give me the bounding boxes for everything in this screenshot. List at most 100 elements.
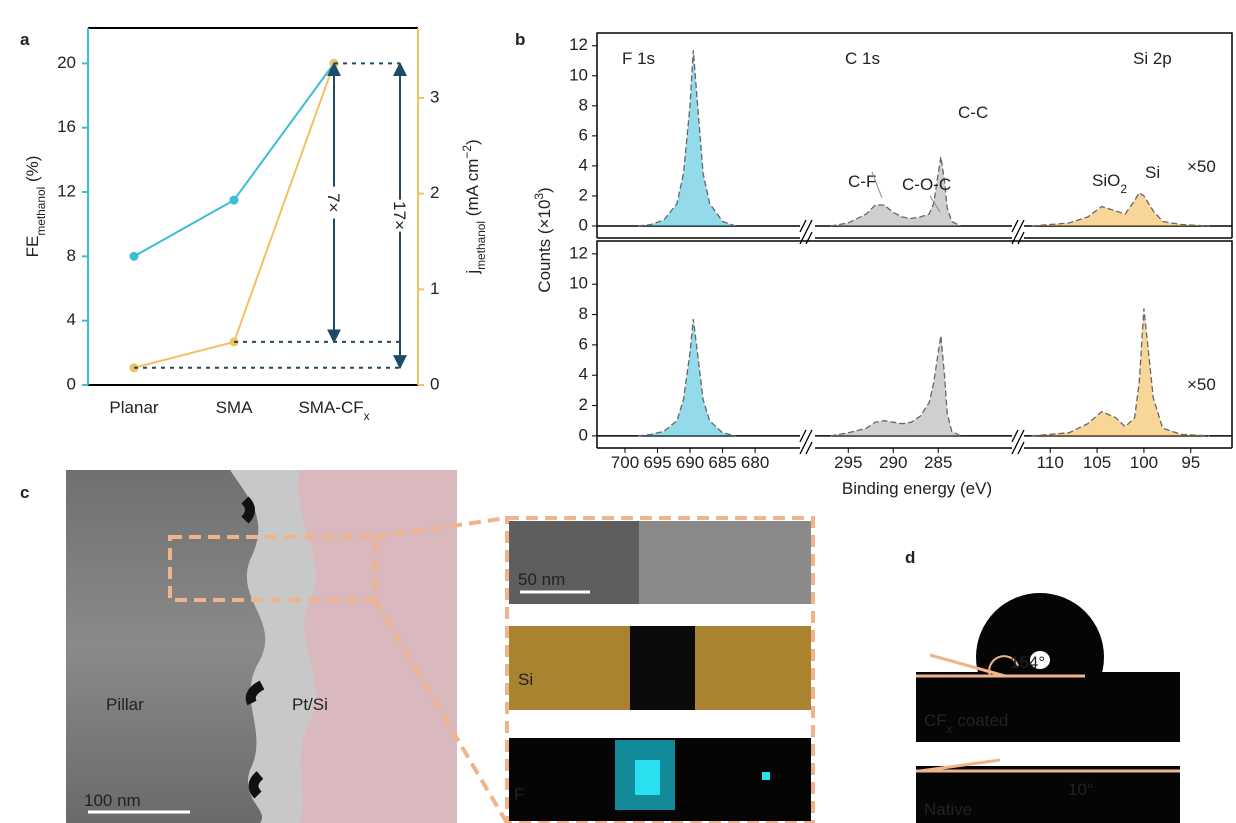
peak-fill [1031,309,1209,436]
peak-label-part: SiO [1092,171,1120,190]
y2-tick-label: 3 [430,87,439,106]
sample-label: Native [924,800,972,819]
peak-label: C-C [958,103,988,122]
ratio-label: 7× [324,193,343,212]
series-line [134,63,334,256]
y-tick-label: 8 [67,246,76,265]
y-tick-label: 0 [579,215,588,234]
axis-break [1018,220,1024,232]
sample-label-part: CF [924,711,947,730]
region-label: Pt/Si [292,695,328,714]
peak-label: ×50 [1187,157,1216,176]
x-tick-label: 685 [708,453,736,472]
y-axis-title-part: (%) [23,156,42,187]
y-axis-title-part: methanol [34,187,48,236]
ratio-label: 17× [390,201,409,230]
peak-fill [638,319,736,436]
y2-axis-title-part: methanol [474,221,488,270]
axis-break [800,430,806,442]
peak-label: C-F [848,172,876,191]
y-tick-label: 10 [569,274,588,293]
y-tick-label: 20 [57,53,76,72]
point [230,196,239,205]
y-tick-label: 8 [579,304,588,323]
map-label: Si [518,670,533,689]
y-axis-title-part: Counts (×10 [535,200,554,293]
scale-label: 100 nm [84,791,141,810]
y-tick-label: 0 [579,425,588,444]
droplet-images [916,593,1180,823]
y-axis-title-part: FE [23,236,42,258]
y-tick-label: 16 [57,117,76,136]
x-tick-label: 690 [676,453,704,472]
x-tick-label: 285 [924,453,952,472]
axis-break [1018,232,1024,244]
axis-break [1012,232,1018,244]
y-tick-label: 4 [579,365,588,384]
spectrum-name: F 1s [622,49,655,68]
x-tick-label-part: SMA-CF [298,398,363,417]
peak-fill [830,336,960,436]
axis-break [1012,430,1018,442]
axis-break [806,430,812,442]
axis-break [800,442,806,454]
y2-tick-label: 2 [430,183,439,202]
y-tick-label: 12 [569,243,588,262]
y2-axis-title: jmethanol (mA cm−2) [460,139,488,274]
panel-label: b [515,30,525,49]
series-line [134,63,334,367]
peak-label: C-O-C [902,175,951,194]
sample-label-part: coated [953,711,1009,730]
y2-axis-title-part: −2 [460,145,474,159]
axis-break [800,220,806,232]
y-tick-label: 10 [569,65,588,84]
y-axis-title: Counts (×103) [532,187,554,292]
fit-line [1032,309,1210,436]
y2-axis-title-part: ) [463,139,482,145]
axis-break [1012,220,1018,232]
axis-break [806,232,812,244]
figure: abcd0481216200123FEmethanol (%)jmethanol… [0,0,1236,823]
y-tick-label: 2 [579,185,588,204]
angle-label: 154° [1010,653,1045,672]
y-tick-label: 6 [579,334,588,353]
y-axis-title-part: ) [535,187,554,193]
peak-fill [1031,193,1209,226]
x-tick-label: 100 [1130,453,1158,472]
y2-tick-label: 1 [430,279,439,298]
x-tick-label: 695 [643,453,671,472]
x-tick-label: 680 [741,453,769,472]
x-axis-title: Binding energy (eV) [842,479,992,498]
y-tick-label: 4 [579,155,588,174]
axis-break [806,220,812,232]
spectrum-name: Si 2p [1133,49,1172,68]
y-tick-label: 12 [57,182,76,201]
y-tick-label: 4 [67,310,76,329]
x-tick-label: Planar [109,398,158,417]
angle-label: 10° [1068,780,1094,799]
x-tick-label: SMA-CFx [298,398,369,423]
x-tick-label-part: x [364,409,370,423]
y-tick-label: 0 [67,374,76,393]
x-tick-label: 700 [611,453,639,472]
y-tick-label: 6 [579,125,588,144]
axis-break [806,442,812,454]
y2-tick-label: 0 [430,374,439,393]
axis-break [800,232,806,244]
axis-break [1012,442,1018,454]
x-tick-label: 290 [879,453,907,472]
spectrum-name: C 1s [845,49,880,68]
x-tick-label: 105 [1083,453,1111,472]
map-label: F [514,785,524,804]
x-tick-label: SMA [216,398,254,417]
peak-label: Si [1145,163,1160,182]
sem-image [66,470,507,823]
axis-break [1018,442,1024,454]
point [130,252,139,261]
panel-label: c [20,483,29,502]
y-tick-label: 8 [579,95,588,114]
peak-label: SiO2 [1092,171,1127,196]
y-axis-title: FEmethanol (%) [23,156,48,258]
peak-fill [638,50,736,226]
y-tick-label: 12 [569,35,588,54]
